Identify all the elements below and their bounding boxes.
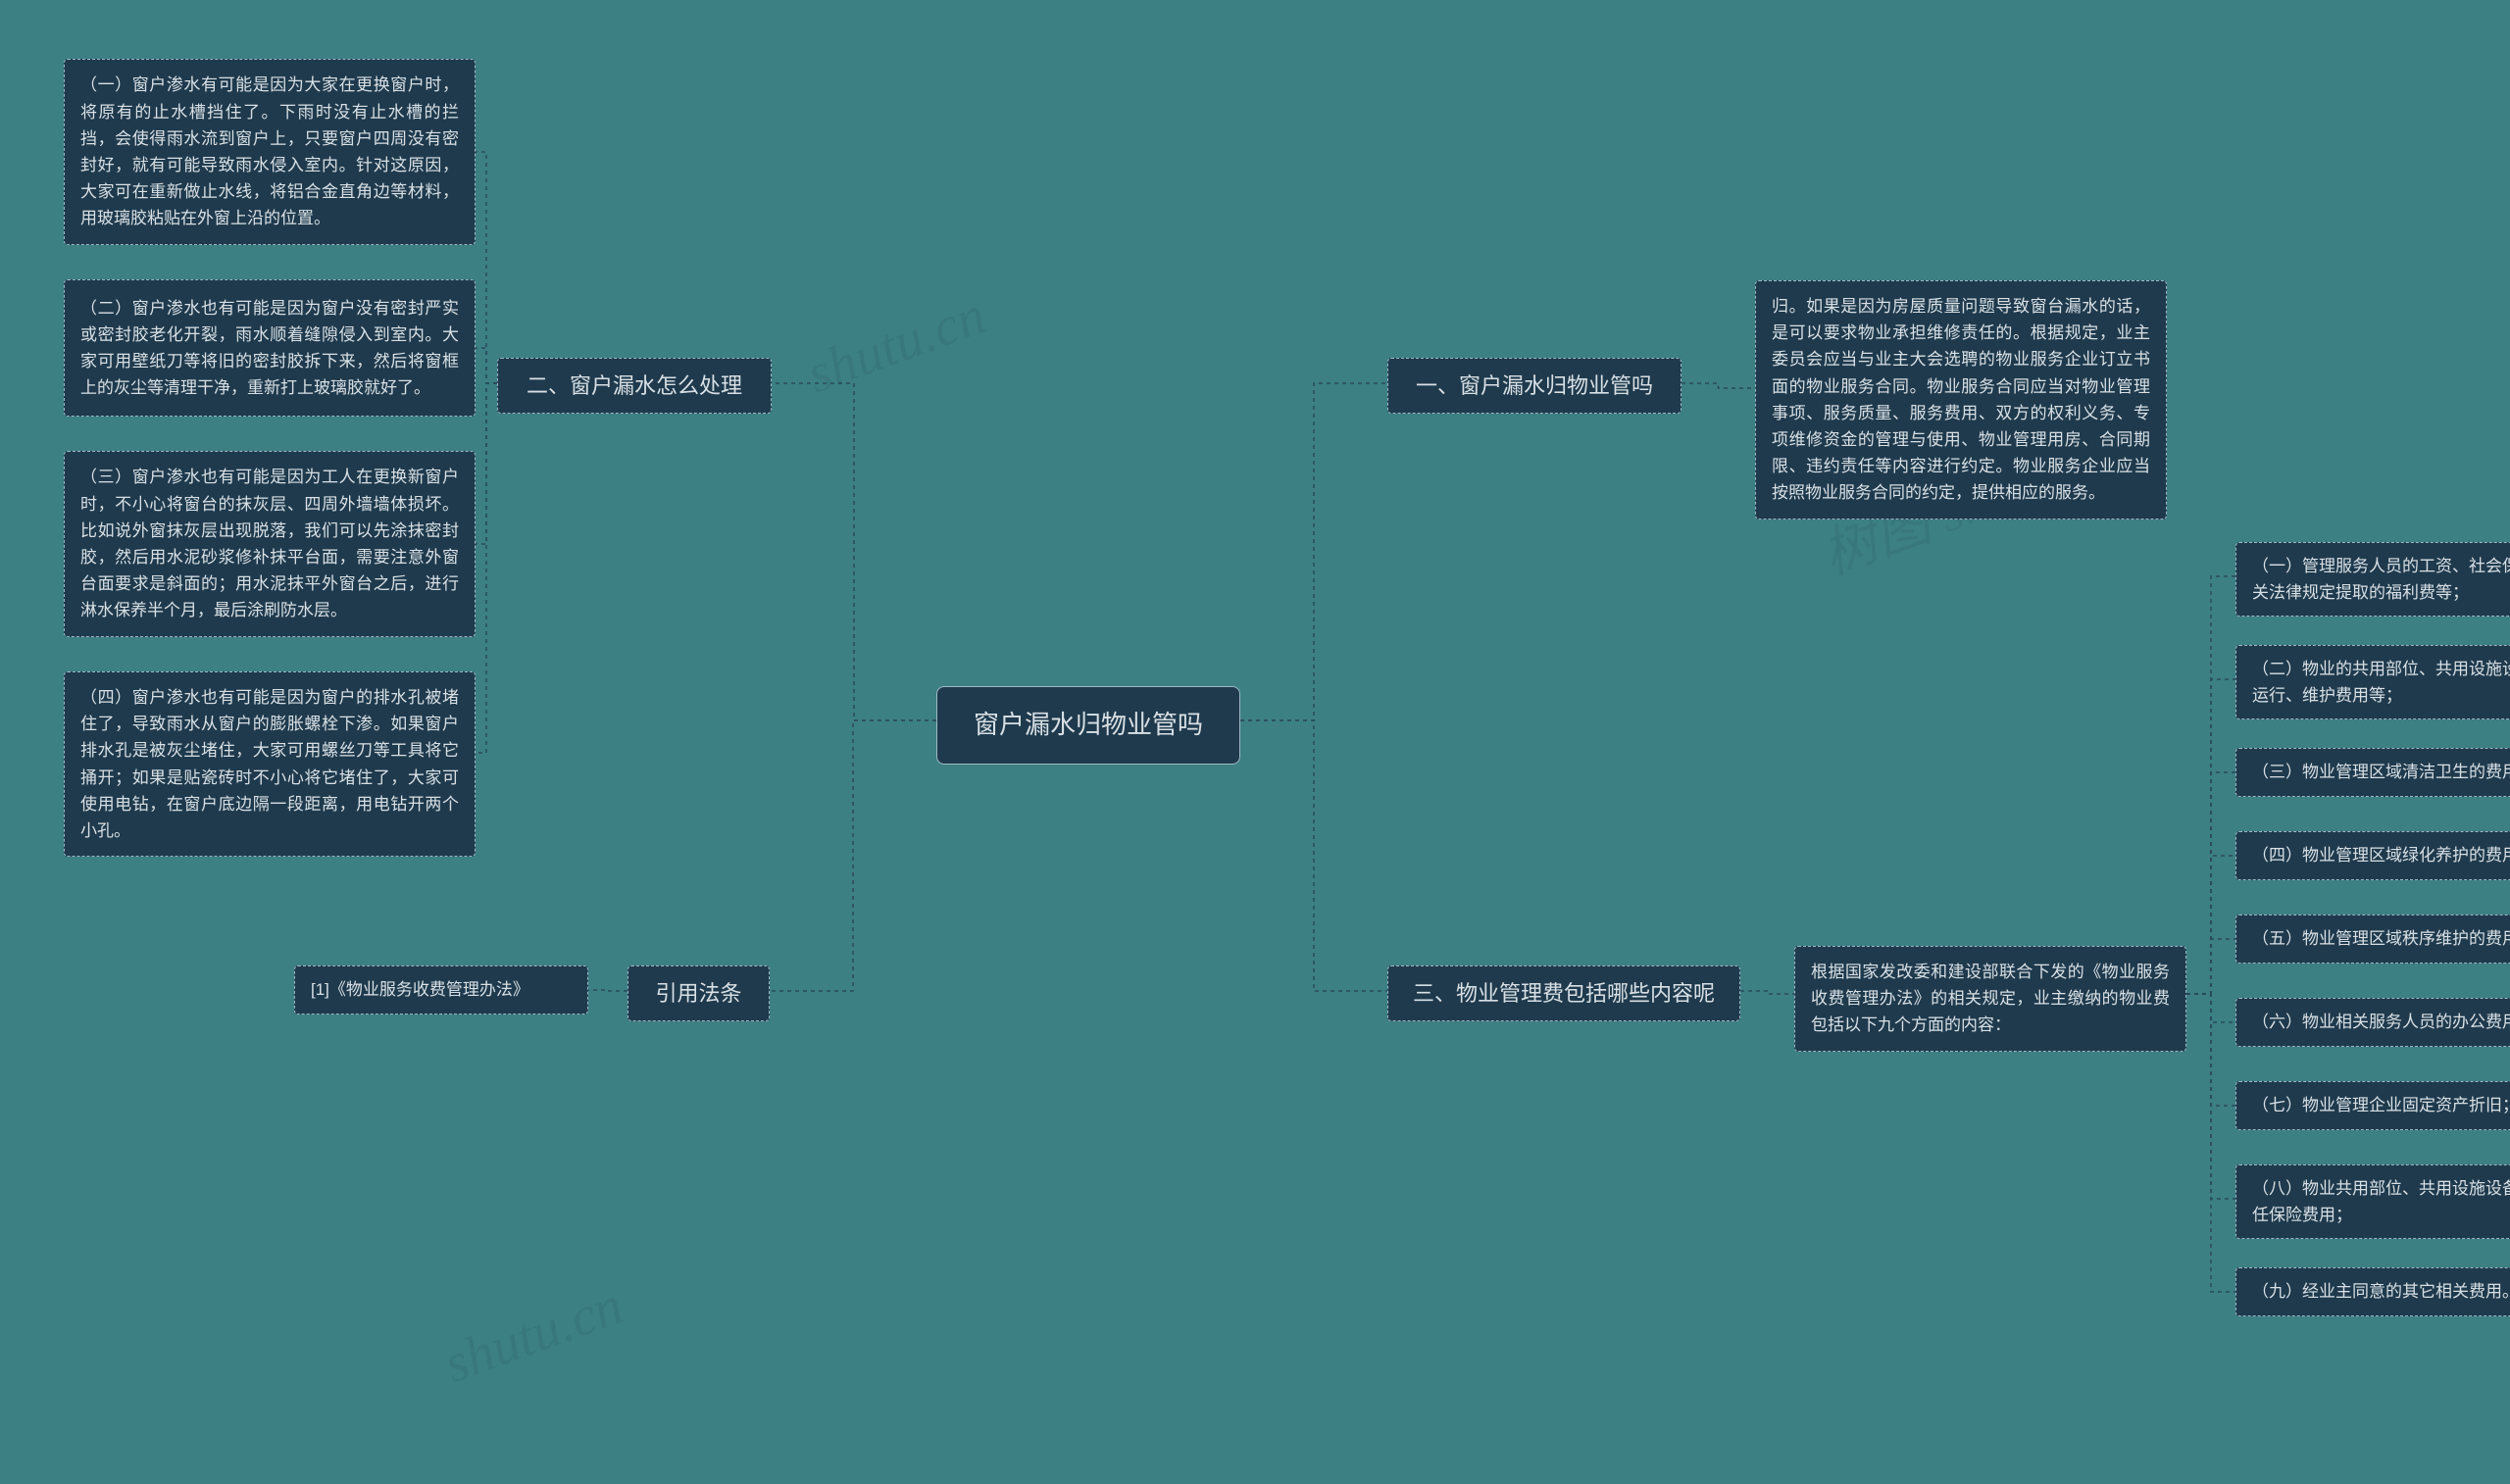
connector	[2186, 994, 2235, 1199]
leaf-b4c1[interactable]: [1]《物业服务收费管理办法》	[294, 965, 588, 1014]
connector	[2186, 994, 2235, 1106]
connector	[1240, 720, 1387, 991]
leaf-b2c3[interactable]: （三）窗户渗水也有可能是因为工人在更换新窗户时，不小心将窗台的抹灰层、四周外墙墙…	[64, 451, 476, 637]
connector	[476, 383, 497, 544]
branch-b4[interactable]: 引用法条	[628, 965, 770, 1021]
connector	[772, 383, 936, 720]
connector	[2186, 576, 2235, 994]
leaf-b3l6[interactable]: （六）物业相关服务人员的办公费用；	[2235, 998, 2510, 1047]
connector	[2186, 939, 2235, 994]
connector	[2186, 994, 2235, 1022]
leaf-b3c0[interactable]: 根据国家发改委和建设部联合下发的《物业服务收费管理办法》的相关规定，业主缴纳的物…	[1794, 946, 2186, 1052]
leaf-b3l7[interactable]: （七）物业管理企业固定资产折旧；	[2235, 1081, 2510, 1130]
connector	[2186, 772, 2235, 994]
branch-b1[interactable]: 一、窗户漏水归物业管吗	[1387, 358, 1682, 414]
leaf-b3l3[interactable]: （三）物业管理区域清洁卫生的费用；	[2235, 748, 2510, 797]
leaf-b3l5[interactable]: （五）物业管理区域秩序维护的费用；	[2235, 915, 2510, 964]
connector	[1240, 383, 1387, 720]
leaf-b2c4[interactable]: （四）窗户渗水也有可能是因为窗户的排水孔被堵住了，导致雨水从窗户的膨胀螺栓下渗。…	[64, 671, 476, 857]
branch-b2[interactable]: 二、窗户漏水怎么处理	[497, 358, 772, 414]
connector	[476, 383, 497, 753]
mindmap-canvas: shutu.cnshutu.cnshutu.cn树图 shutu.cn窗户漏水归…	[0, 0, 2510, 1484]
leaf-b3l1[interactable]: （一）管理服务人员的工资、社会保险和按相关法律规定提取的福利费等；	[2235, 542, 2510, 617]
connector	[2186, 994, 2235, 1292]
leaf-b3l8[interactable]: （八）物业共用部位、共用设施设备及公众责任保险费用；	[2235, 1164, 2510, 1239]
connector	[588, 990, 628, 991]
connector	[2186, 679, 2235, 994]
leaf-b2c1[interactable]: （一）窗户渗水有可能是因为大家在更换窗户时，将原有的止水槽挡住了。下雨时没有止水…	[64, 59, 476, 245]
connector	[770, 720, 936, 991]
leaf-b1c1[interactable]: 归。如果是因为房屋质量问题导致窗台漏水的话，是可以要求物业承担维修责任的。根据规…	[1755, 280, 2167, 519]
watermark: shutu.cn	[799, 284, 994, 407]
connector	[1682, 383, 1755, 388]
connector	[476, 152, 497, 383]
watermark: shutu.cn	[436, 1274, 631, 1397]
leaf-b3l2[interactable]: （二）物业的共用部位、共用设施设备的日常运行、维护费用等；	[2235, 645, 2510, 719]
leaf-b2c2[interactable]: （二）窗户渗水也有可能是因为窗户没有密封严实或密封胶老化开裂，雨水顺着缝隙侵入到…	[64, 279, 476, 417]
connector	[476, 348, 497, 383]
leaf-b3l9[interactable]: （九）经业主同意的其它相关费用。	[2235, 1267, 2510, 1316]
root-node[interactable]: 窗户漏水归物业管吗	[936, 686, 1240, 765]
branch-b3[interactable]: 三、物业管理费包括哪些内容呢	[1387, 965, 1740, 1021]
connector	[1740, 991, 1794, 994]
leaf-b3l4[interactable]: （四）物业管理区域绿化养护的费用；	[2235, 831, 2510, 880]
connector	[2186, 856, 2235, 994]
